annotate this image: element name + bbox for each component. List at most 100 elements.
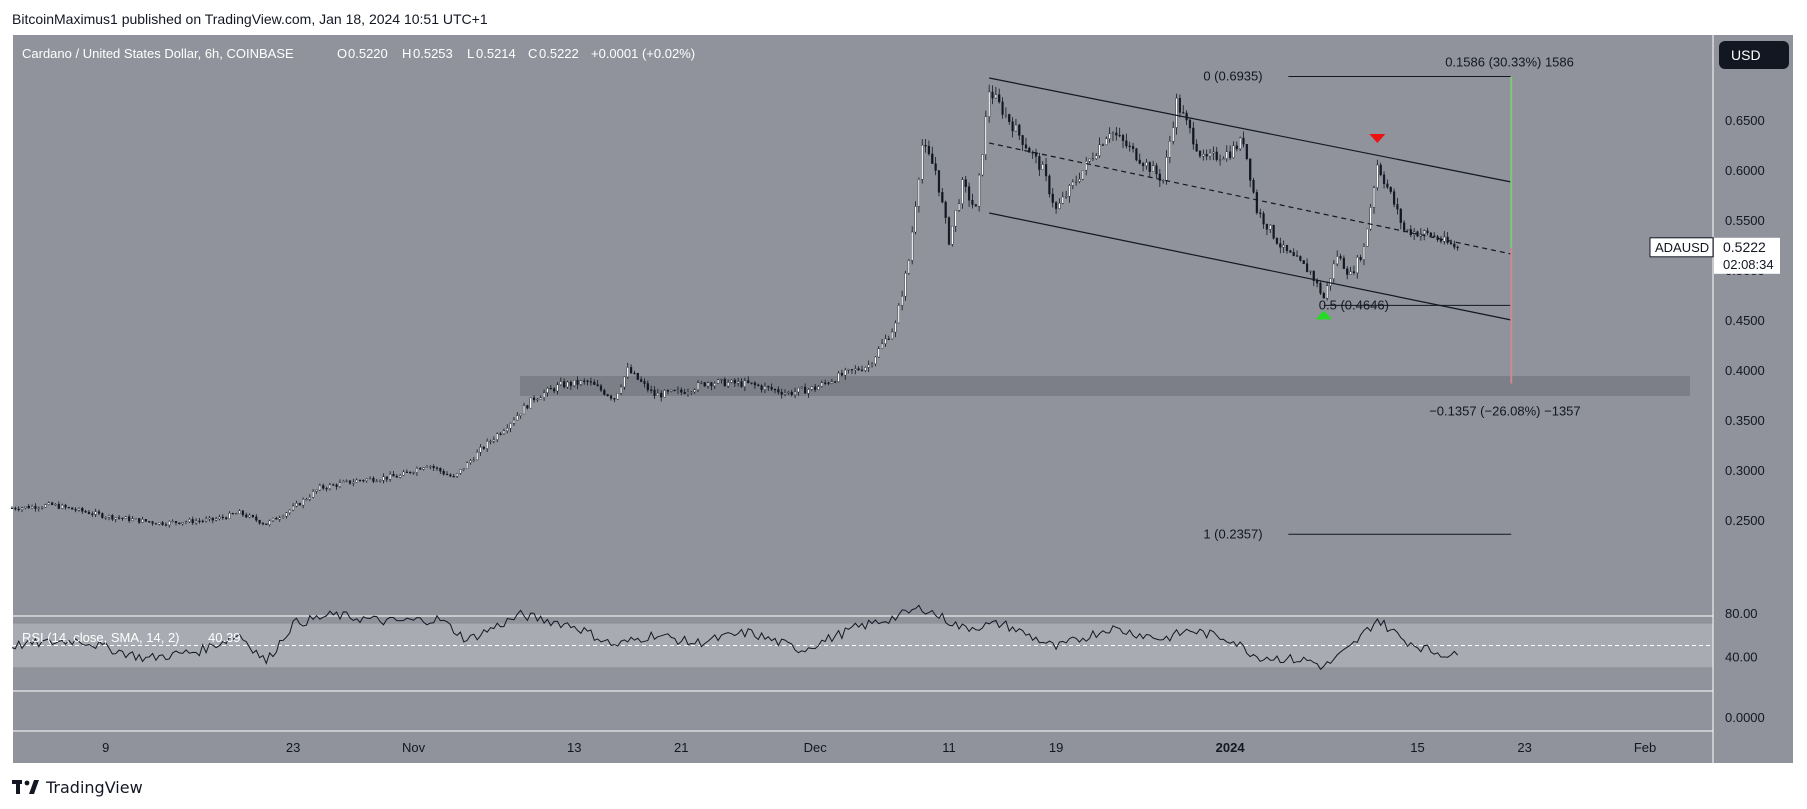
time-tick-label: 13 [567, 740, 581, 755]
candle-body [235, 513, 238, 515]
candle-body [1218, 159, 1222, 161]
candle-body [613, 398, 616, 400]
countdown-label: 02:08:34 [1723, 257, 1774, 272]
candle-body [1068, 185, 1071, 197]
candle-body [800, 386, 803, 389]
candle-body [14, 507, 17, 510]
candle-body [1396, 204, 1399, 210]
candle-body [355, 479, 358, 483]
candle-body [857, 368, 860, 371]
candle-body [957, 203, 961, 211]
candle-body [184, 521, 188, 523]
candle-body [720, 378, 723, 381]
candle-body [91, 513, 94, 515]
candle-body [268, 520, 271, 526]
candle-body [870, 363, 874, 366]
candle-body [1138, 159, 1141, 164]
candle-body [462, 468, 465, 470]
candle-body [425, 466, 429, 468]
candle-body [1369, 207, 1372, 230]
candle-body [248, 514, 251, 518]
candle-body [753, 382, 757, 386]
candle-body [703, 382, 706, 387]
candle-body [265, 523, 268, 526]
candle-body [747, 380, 750, 383]
candle-body [636, 372, 639, 380]
candle-body [124, 516, 127, 519]
candle-body [640, 379, 643, 382]
candle-body [332, 484, 335, 486]
candle-body [814, 386, 817, 390]
candle-body [793, 391, 797, 395]
candle-body [54, 504, 57, 506]
candle-body [650, 389, 653, 391]
candle-body [1453, 243, 1456, 248]
candle-body [171, 521, 174, 523]
candle-body [804, 386, 807, 394]
candle-body [723, 378, 726, 387]
candle-body [37, 507, 40, 509]
candle-body [288, 509, 291, 513]
candle-body [1125, 140, 1128, 147]
candle-body [1439, 239, 1443, 242]
candle-body [693, 389, 696, 393]
candle-body [894, 322, 897, 333]
candle-body [1202, 154, 1205, 157]
candle-body [733, 379, 736, 384]
candle-body [128, 516, 131, 521]
candle-body [255, 516, 258, 521]
candle-body [1443, 236, 1446, 242]
candle-body [1222, 158, 1225, 160]
candle-body [1265, 223, 1269, 230]
candle-body [891, 331, 894, 340]
candle-body [897, 305, 900, 324]
candle-body [1212, 151, 1215, 154]
candle-body [629, 367, 633, 374]
tradingview-brand[interactable]: TradingView [12, 778, 143, 797]
candle-body [864, 367, 867, 371]
channel-lower-line [989, 212, 1512, 321]
candle-body [1249, 158, 1252, 181]
candle-body [807, 389, 810, 394]
candle-body [583, 380, 586, 382]
candle-body [1392, 191, 1396, 205]
candle-body [820, 382, 823, 387]
candle-body [1346, 268, 1349, 275]
candle-body [542, 392, 546, 398]
currency-button[interactable]: USD [1719, 41, 1789, 69]
candle-body [71, 507, 74, 510]
price-tick-label: 0.3000 [1725, 463, 1765, 478]
candle-body [767, 386, 770, 388]
candle-body [529, 397, 532, 409]
candle-body [305, 498, 308, 501]
candle-body [138, 518, 141, 523]
candle-body [1071, 181, 1074, 186]
candle-body [261, 523, 265, 525]
candle-body [482, 446, 485, 449]
candle-body [47, 502, 50, 505]
candle-body [1111, 132, 1115, 135]
candle-body [1178, 97, 1182, 113]
candle-body [683, 392, 686, 394]
candle-body [1155, 165, 1158, 175]
candle-body [1095, 155, 1098, 159]
candle-body [867, 364, 870, 368]
candle-body [1299, 256, 1302, 261]
candle-body [539, 397, 542, 400]
candle-body [1085, 160, 1088, 171]
ohlc-open-label: O [337, 46, 347, 61]
candle-body [358, 479, 362, 482]
candle-body [1158, 173, 1161, 181]
channel-middle-line [989, 142, 1512, 255]
candle-body [499, 433, 502, 435]
candle-body [690, 391, 693, 393]
candle-body [700, 382, 703, 384]
candle-body [1239, 137, 1242, 150]
candle-body [194, 520, 198, 524]
candle-body [556, 384, 559, 392]
time-tick-label: 23 [286, 740, 300, 755]
last-price-label: 0.5222 [1723, 239, 1766, 255]
candle-body [161, 522, 164, 525]
candle-body [566, 381, 569, 388]
